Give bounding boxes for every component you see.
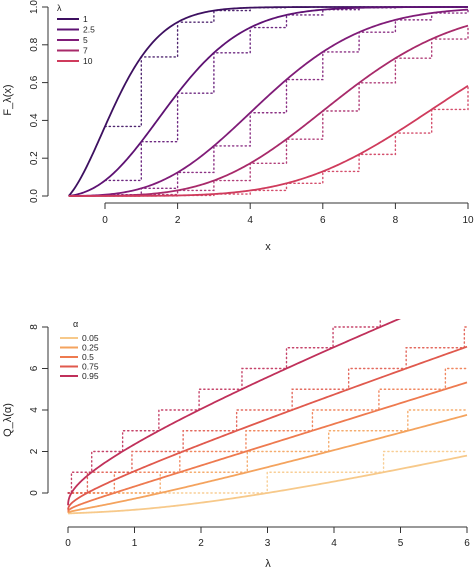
bottom-legend-label-0.75: 0.75 [82, 362, 99, 372]
bottom-smooth-line-alpha-0.75 [67, 345, 468, 510]
bottom-legend-label-0.5: 0.5 [82, 352, 94, 362]
top-y-tick-label: 1.0 [29, 0, 40, 14]
top-x-tick-label: 0 [102, 215, 108, 226]
bottom-x-tick-label: 6 [464, 538, 470, 549]
top-x-tick-label: 8 [393, 215, 399, 226]
top-x-tick-label: 6 [320, 215, 326, 226]
bottom-smooth-line-alpha-0.95 [67, 319, 402, 506]
top-x-ticks: 0 2 4 6 8 10 [102, 203, 474, 226]
top-smooth-line-lambda-10 [68, 85, 469, 197]
bottom-x-ticks: 0 1 2 3 4 5 6 [65, 527, 470, 549]
bottom-y-axis-title: Q_λ(α) [2, 403, 14, 437]
bottom-legend-title: α [73, 319, 78, 329]
bottom-step-line-alpha-0.95 [67, 319, 381, 494]
bottom-y-tick-label: 0 [29, 490, 40, 496]
bottom-legend-label-0.05: 0.05 [82, 333, 99, 343]
top-legend-label-1: 1 [83, 14, 88, 24]
bottom-y-tick-label: 2 [29, 448, 40, 454]
bottom-y-tick-label: 6 [29, 365, 40, 371]
top-legend-label-10: 10 [83, 56, 93, 66]
top-x-axis-title: x [265, 241, 271, 253]
top-y-tick-label: 0.6 [29, 75, 40, 89]
top-y-tick-label: 0.8 [29, 37, 40, 51]
bottom-legend-label-0.25: 0.25 [82, 343, 99, 353]
top-chart: 0 2 4 6 8 10 0.0 0.2 0.4 0.6 0.8 1.0 x F_λ(x) λ 12.… [2, 0, 474, 253]
top-y-ticks: 0.0 0.2 0.4 0.6 0.8 1.0 [29, 0, 48, 203]
top-y-tick-label: 0.0 [29, 189, 40, 203]
bottom-y-tick-label: 8 [29, 324, 40, 330]
top-y-tick-label: 0.2 [29, 151, 40, 165]
bottom-legend-label-0.95: 0.95 [82, 371, 99, 381]
top-y-axis-title: F_λ(x) [2, 84, 14, 115]
top-legend-label-5: 5 [83, 35, 88, 45]
top-step-line-lambda-7 [104, 24, 469, 197]
top-x-tick-label: 10 [462, 215, 474, 226]
bottom-x-tick-label: 2 [198, 538, 204, 549]
top-smooth-line-lambda-2.5 [68, 6, 468, 197]
top-step-line-lambda-5 [104, 8, 469, 196]
top-x-tick-label: 4 [247, 215, 253, 226]
bottom-x-tick-label: 5 [398, 538, 404, 549]
bottom-step-line-alpha-0.5 [67, 367, 468, 494]
bottom-x-tick-label: 4 [331, 538, 337, 549]
bottom-y-ticks: 0 2 4 6 8 [29, 324, 48, 496]
top-smooth-line-lambda-1 [68, 6, 468, 197]
bottom-x-tick-label: 1 [132, 538, 138, 549]
bottom-y-tick-label: 4 [29, 407, 40, 413]
bottom-x-tick-label: 3 [265, 538, 271, 549]
top-smooth-line-lambda-7 [68, 24, 469, 197]
bottom-step-line-alpha-0.75 [67, 326, 468, 494]
bottom-smooth-line-alpha-0.25 [67, 414, 468, 514]
top-legend-label-2.5: 2.5 [83, 25, 95, 35]
top-y-tick-label: 0.4 [29, 113, 40, 127]
bottom-smooth-line-alpha-0.5 [67, 381, 468, 512]
bottom-step-line-alpha-0.25 [67, 409, 468, 494]
bottom-legend: α 0.050.250.50.750.95 [60, 319, 99, 381]
top-plot-area [68, 6, 469, 197]
top-legend-label-7: 7 [83, 46, 88, 56]
bottom-x-axis-title: λ [265, 558, 271, 569]
bottom-x-tick-label: 0 [65, 538, 71, 549]
bottom-plot-area [67, 319, 468, 515]
top-x-tick-label: 2 [175, 215, 181, 226]
bottom-step-line-alpha-0.05 [67, 450, 468, 494]
top-smooth-line-lambda-5 [68, 8, 469, 197]
bottom-smooth-line-alpha-0.05 [67, 454, 468, 515]
top-legend-title: λ [57, 3, 62, 13]
